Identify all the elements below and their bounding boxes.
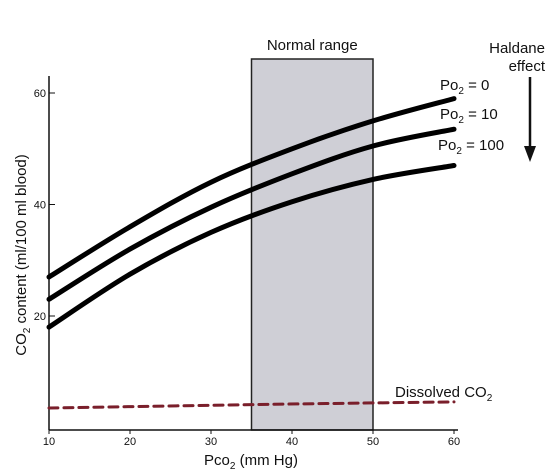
series-lines	[46, 77, 536, 410]
x-axis-label: Pco2 (mm Hg)	[204, 452, 298, 472]
axes	[48, 76, 458, 434]
x-tick-label: 10	[43, 436, 55, 448]
normal-range-label: Normal range	[267, 37, 358, 54]
x-tick-label: 30	[205, 436, 217, 448]
series-line-1	[46, 126, 457, 302]
x-tick-label: 60	[448, 436, 460, 448]
haldane-label-line2: effect	[509, 58, 546, 75]
x-tick-label: 40	[286, 436, 298, 448]
y-tick-label: 40	[34, 200, 46, 212]
y-axis-label: CO2 content (ml/100 ml blood)	[13, 154, 33, 355]
x-tick-label: 20	[124, 436, 136, 448]
x-tick-label: 50	[367, 436, 379, 448]
chart-text: 10 20 30 40 50 60 20 40 60 Po2 = 0 Po2 = 10 Po2 = 1…	[13, 37, 546, 472]
y-tick-label: 60	[34, 88, 46, 100]
series-line-0	[46, 96, 457, 280]
haldane-arrow-head	[524, 146, 536, 162]
series-line-2	[46, 163, 457, 330]
series-label-2: Po2 = 100	[438, 137, 504, 157]
normal-range-region	[250, 58, 374, 431]
series-label-0: Po2 = 0	[440, 77, 489, 97]
normal-range-box	[250, 58, 374, 431]
series-line-3	[47, 400, 456, 410]
y-tick-label: 20	[34, 311, 46, 323]
series-label-3: Dissolved CO2	[395, 384, 493, 404]
series-label-1: Po2 = 10	[440, 106, 498, 126]
haldane-label-line1: Haldane	[489, 40, 545, 57]
